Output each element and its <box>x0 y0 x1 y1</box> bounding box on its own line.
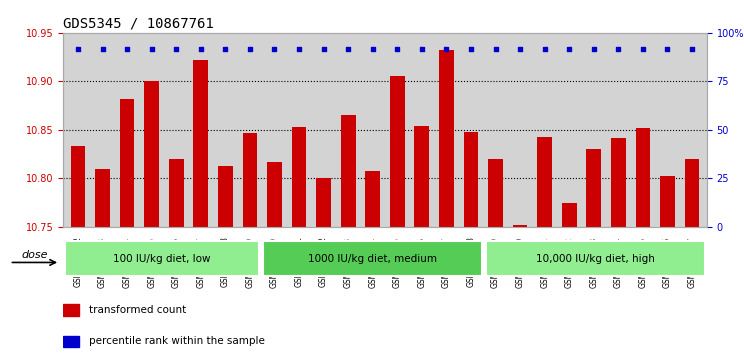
Point <box>686 46 698 52</box>
Point <box>121 46 133 52</box>
Text: GDS5345 / 10867761: GDS5345 / 10867761 <box>63 16 214 30</box>
Point <box>588 46 600 52</box>
FancyBboxPatch shape <box>65 241 259 276</box>
Point <box>563 46 575 52</box>
Point <box>440 46 452 52</box>
Point <box>318 46 330 52</box>
Text: percentile rank within the sample: percentile rank within the sample <box>89 337 265 346</box>
Bar <box>120 99 135 227</box>
FancyBboxPatch shape <box>486 241 705 276</box>
Point <box>391 46 403 52</box>
Bar <box>414 126 429 227</box>
Point <box>195 46 207 52</box>
Bar <box>169 159 184 227</box>
Point <box>146 46 158 52</box>
Text: dose: dose <box>22 250 48 260</box>
Bar <box>144 81 159 227</box>
Bar <box>611 138 626 227</box>
Bar <box>513 225 527 227</box>
Point <box>244 46 256 52</box>
Point <box>367 46 379 52</box>
Bar <box>684 159 699 227</box>
Bar <box>660 176 675 227</box>
Bar <box>635 128 650 227</box>
Point <box>170 46 182 52</box>
Bar <box>586 149 601 227</box>
Point <box>416 46 428 52</box>
Text: 100 IU/kg diet, low: 100 IU/kg diet, low <box>114 254 211 264</box>
Point <box>661 46 673 52</box>
FancyBboxPatch shape <box>263 241 482 276</box>
Bar <box>243 133 257 227</box>
Bar <box>390 76 405 227</box>
Point <box>72 46 84 52</box>
Bar <box>292 127 307 227</box>
Point <box>342 46 354 52</box>
Text: 10,000 IU/kg diet, high: 10,000 IU/kg diet, high <box>536 254 655 264</box>
Point <box>465 46 477 52</box>
Point <box>612 46 624 52</box>
Point <box>514 46 526 52</box>
Point <box>97 46 109 52</box>
Bar <box>488 159 503 227</box>
Bar <box>218 166 233 227</box>
Bar <box>95 168 110 227</box>
Text: transformed count: transformed count <box>89 305 186 315</box>
Bar <box>439 50 454 227</box>
Bar <box>562 203 577 227</box>
Point <box>219 46 231 52</box>
Bar <box>365 171 380 227</box>
Bar <box>63 335 80 347</box>
Bar <box>537 136 552 227</box>
Text: 1000 IU/kg diet, medium: 1000 IU/kg diet, medium <box>308 254 437 264</box>
Point <box>637 46 649 52</box>
Bar <box>63 305 80 316</box>
Bar <box>71 146 86 227</box>
Bar <box>316 178 331 227</box>
Bar <box>193 60 208 227</box>
Bar <box>341 115 356 227</box>
Point <box>539 46 551 52</box>
Bar <box>267 162 282 227</box>
Point <box>293 46 305 52</box>
Point <box>269 46 280 52</box>
Bar <box>464 132 478 227</box>
Point <box>490 46 501 52</box>
